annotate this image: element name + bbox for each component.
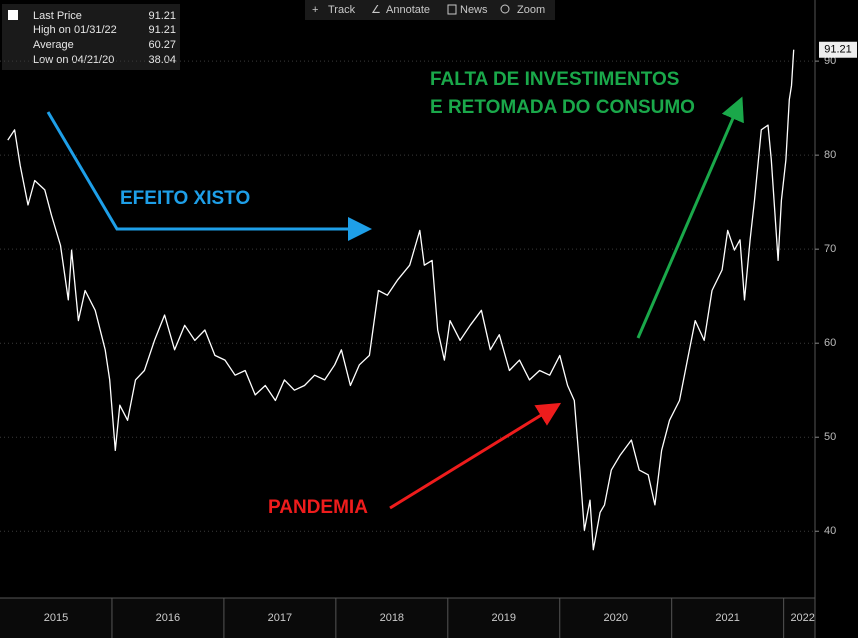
toolbar-button[interactable]: News [460,4,488,16]
x-tick-label: 2016 [156,612,180,624]
toolbar-button[interactable]: Annotate [386,4,430,16]
annotation: FALTA DE INVESTIMENTOS [430,69,679,90]
toolbar-button[interactable]: Track [328,4,356,16]
y-tick-label: 90 [824,55,836,67]
y-tick-label: 60 [824,337,836,349]
plot: 40 50 60 70 80 90 2015 2016 2017 2018 2019 2020 2021… [0,41,857,638]
legend-label: Average [33,39,74,51]
legend-value: 91.21 [148,24,176,36]
toolbar-button[interactable]: Zoom [517,4,545,16]
y-tick-label: 50 [824,431,836,443]
x-tick-label: 2015 [44,612,68,624]
legend-label: Last Price [33,10,82,22]
annotation: PANDEMIA [268,497,368,518]
x-tick-label: 2020 [603,612,627,624]
x-tick-label: 2017 [268,612,292,624]
toolbar-icon: ∠ [371,4,381,16]
annotation: E RETOMADA DO CONSUMO [430,97,695,118]
annotation: EFEITO XISTO [120,188,250,209]
y-tick-label: 40 [824,525,836,537]
legend-swatch [8,10,18,20]
toolbar-icon: + [312,4,318,16]
x-axis-band [0,598,815,638]
toolbar-icon [500,4,510,14]
x-tick-label: 2019 [492,612,516,624]
x-tick-label: 2022 [790,612,814,624]
annotation-arrow [46,111,372,241]
last-price-tag [819,41,857,58]
price-line [7,49,795,551]
last-price-label: 91.21 [824,44,852,56]
legend-value: 38.04 [148,54,176,66]
y-tick-label: 70 [824,243,836,255]
x-tick-label: 2021 [715,612,739,624]
legend-label: Low on 04/21/20 [33,54,114,66]
legend-value: 60.27 [148,39,176,51]
y-tick-label: 80 [824,149,836,161]
legend [2,4,180,70]
legend-label: High on 01/31/22 [33,24,117,36]
toolbar-icon [447,4,457,15]
annotation-arrow [389,402,562,510]
annotation-arrow [636,96,744,339]
x-tick-label: 2018 [380,612,404,624]
toolbar [305,0,555,20]
legend-value: 91.21 [148,10,176,22]
